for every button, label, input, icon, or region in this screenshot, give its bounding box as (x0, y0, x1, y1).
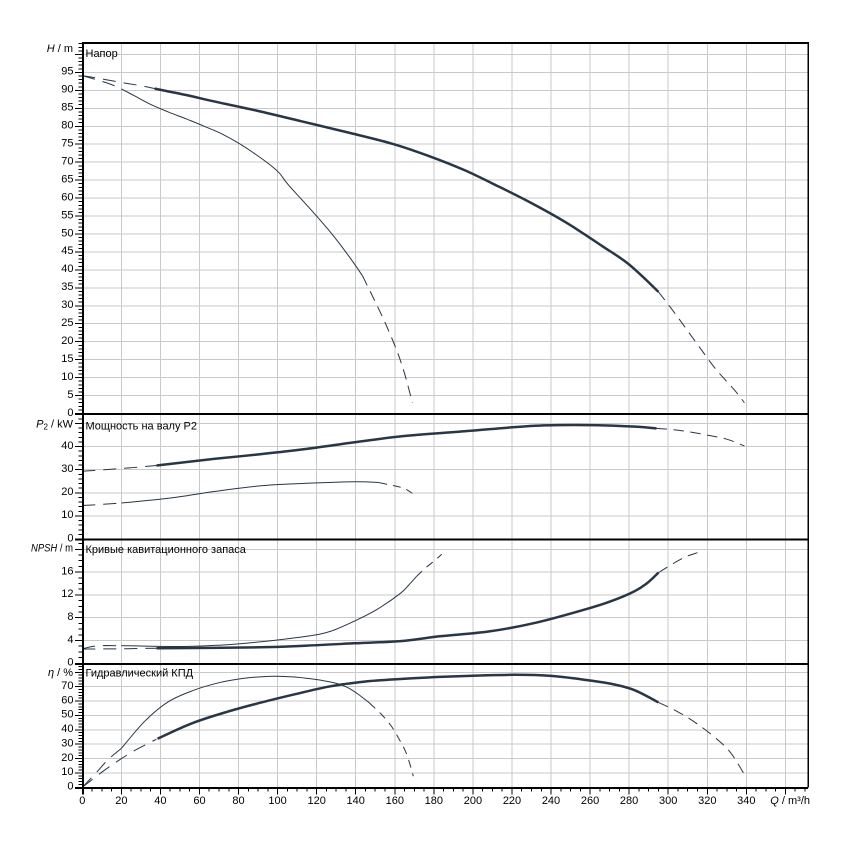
svg-text:0: 0 (67, 781, 73, 793)
svg-text:15: 15 (61, 353, 73, 365)
svg-text:340: 340 (737, 795, 755, 807)
svg-text:5: 5 (67, 389, 73, 401)
svg-text:20: 20 (115, 795, 127, 807)
svg-text:10: 10 (61, 766, 73, 778)
svg-text:60: 60 (61, 191, 73, 203)
svg-text:35: 35 (61, 281, 73, 293)
svg-text:20: 20 (61, 752, 73, 764)
svg-text:Q / m³/h: Q / m³/h (770, 795, 810, 807)
svg-text:0: 0 (67, 657, 73, 669)
svg-text:90: 90 (61, 84, 73, 96)
svg-text:20: 20 (61, 335, 73, 347)
svg-text:60: 60 (193, 795, 205, 807)
svg-text:65: 65 (61, 173, 73, 185)
svg-text:240: 240 (542, 795, 560, 807)
svg-text:300: 300 (659, 795, 677, 807)
svg-text:Мощность на валу P2: Мощность на валу P2 (86, 421, 198, 433)
svg-text:0: 0 (67, 407, 73, 419)
svg-text:P2 / kW: P2 / kW (36, 419, 73, 432)
svg-text:25: 25 (61, 317, 73, 329)
svg-text:85: 85 (61, 102, 73, 114)
svg-text:30: 30 (61, 738, 73, 750)
svg-text:Напор: Напор (86, 48, 118, 60)
svg-text:50: 50 (61, 227, 73, 239)
svg-text:30: 30 (61, 299, 73, 311)
svg-text:8: 8 (67, 611, 73, 623)
svg-text:η / %: η / % (48, 667, 73, 679)
svg-text:12: 12 (61, 588, 73, 600)
svg-text:80: 80 (61, 120, 73, 132)
svg-text:20: 20 (61, 486, 73, 498)
svg-text:40: 40 (154, 795, 166, 807)
svg-text:70: 70 (61, 156, 73, 168)
svg-text:10: 10 (61, 509, 73, 521)
svg-text:40: 40 (61, 723, 73, 735)
svg-text:NPSH / m: NPSH / m (31, 543, 73, 555)
svg-text:320: 320 (698, 795, 716, 807)
svg-text:120: 120 (308, 795, 326, 807)
svg-text:60: 60 (61, 694, 73, 706)
svg-text:55: 55 (61, 209, 73, 221)
svg-text:100: 100 (268, 795, 286, 807)
svg-text:Гидравлический КПД: Гидравлический КПД (86, 668, 194, 680)
svg-text:40: 40 (61, 263, 73, 275)
svg-text:4: 4 (67, 634, 73, 646)
svg-text:10: 10 (61, 371, 73, 383)
svg-text:200: 200 (464, 795, 482, 807)
svg-text:50: 50 (61, 709, 73, 721)
svg-text:30: 30 (61, 463, 73, 475)
svg-text:70: 70 (61, 680, 73, 692)
svg-text:Кривые кавитационного запаса: Кривые кавитационного запаса (86, 544, 247, 556)
svg-text:0: 0 (67, 532, 73, 544)
svg-text:16: 16 (61, 565, 73, 577)
svg-text:40: 40 (61, 440, 73, 452)
svg-text:140: 140 (347, 795, 365, 807)
svg-text:220: 220 (503, 795, 521, 807)
svg-text:260: 260 (581, 795, 599, 807)
svg-text:280: 280 (620, 795, 638, 807)
svg-text:H / m: H / m (47, 43, 73, 55)
svg-text:160: 160 (386, 795, 404, 807)
svg-text:95: 95 (61, 66, 73, 78)
svg-text:75: 75 (61, 138, 73, 150)
svg-text:180: 180 (425, 795, 443, 807)
svg-text:45: 45 (61, 245, 73, 257)
svg-text:80: 80 (232, 795, 244, 807)
svg-text:0: 0 (79, 795, 85, 807)
